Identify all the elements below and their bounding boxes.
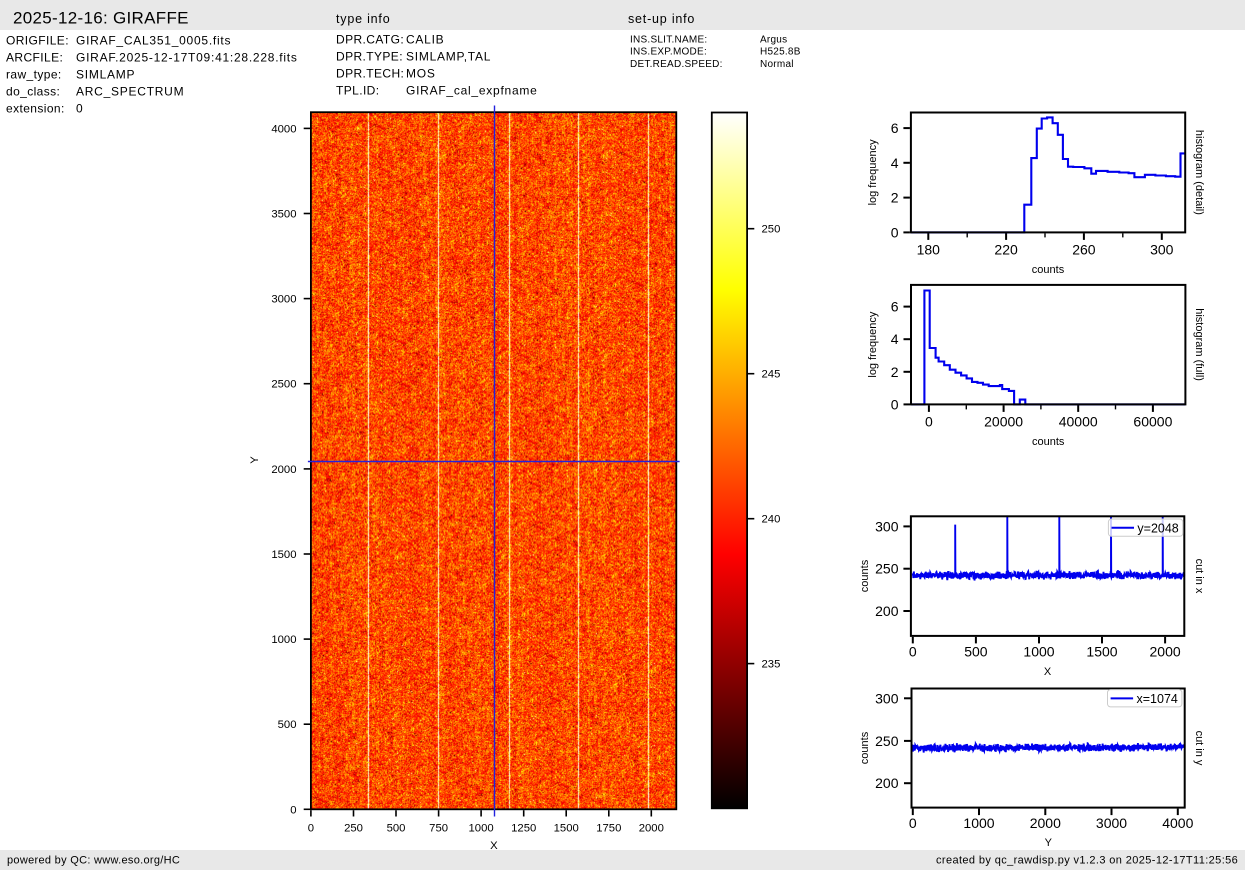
svg-text:ARCFILE:: ARCFILE: [6,50,63,64]
svg-text:4000: 4000 [271,123,296,135]
svg-text:DPR.TECH:: DPR.TECH: [336,67,404,81]
svg-text:3500: 3500 [271,209,296,221]
svg-text:Y: Y [1045,837,1053,849]
svg-text:250: 250 [344,823,363,835]
svg-text:200: 200 [875,603,899,619]
svg-text:20000: 20000 [984,414,1023,430]
svg-text:extension:: extension: [6,101,65,115]
svg-text:1000: 1000 [271,634,296,646]
svg-text:X: X [1044,666,1052,678]
svg-text:0: 0 [308,823,314,835]
svg-text:counts: counts [859,731,871,764]
svg-text:cut in y: cut in y [1193,731,1205,766]
svg-text:set-up info: set-up info [628,12,695,26]
svg-text:1000: 1000 [963,815,994,831]
svg-text:4000: 4000 [1162,815,1193,831]
svg-text:260: 260 [1072,242,1096,258]
svg-text:GIRAF_cal_expfname: GIRAF_cal_expfname [406,84,538,98]
svg-text:X: X [490,840,498,852]
svg-text:1250: 1250 [511,823,536,835]
svg-text:300: 300 [875,518,899,534]
svg-text:1000: 1000 [1023,644,1054,660]
svg-text:Normal: Normal [760,59,794,70]
svg-text:SIMLAMP: SIMLAMP [76,67,135,81]
svg-text:DPR.TYPE:: DPR.TYPE: [336,50,403,64]
svg-text:235: 235 [762,659,781,671]
svg-text:created by qc_rawdisp.py v1.2.: created by qc_rawdisp.py v1.2.3 on 2025-… [936,854,1238,866]
svg-text:2000: 2000 [1150,644,1181,660]
svg-text:60000: 60000 [1133,414,1172,430]
svg-text:type info: type info [336,12,390,26]
svg-text:1500: 1500 [554,823,579,835]
svg-text:counts: counts [859,559,871,592]
svg-text:DET.READ.SPEED:: DET.READ.SPEED: [630,59,723,70]
svg-text:1750: 1750 [596,823,621,835]
svg-text:histogram (detail): histogram (detail) [1193,130,1205,215]
svg-text:powered by QC: www.eso.org/HC: powered by QC: www.eso.org/HC [7,854,180,866]
svg-text:500: 500 [387,823,406,835]
svg-text:220: 220 [994,242,1018,258]
svg-text:histogram (full): histogram (full) [1193,308,1205,381]
svg-text:245: 245 [762,369,781,381]
svg-text:ARC_SPECTRUM: ARC_SPECTRUM [76,84,184,98]
svg-text:0: 0 [925,414,933,430]
svg-text:0: 0 [290,804,296,816]
svg-text:INS.SLIT.NAME:: INS.SLIT.NAME: [630,35,707,46]
svg-text:CALIB: CALIB [406,32,444,46]
svg-text:6: 6 [891,120,899,136]
svg-text:750: 750 [429,823,448,835]
svg-text:H525.8B: H525.8B [760,47,801,58]
svg-text:SIMLAMP,TAL: SIMLAMP,TAL [406,50,491,64]
svg-text:GIRAF_CAL351_0005.fits: GIRAF_CAL351_0005.fits [76,33,231,47]
svg-text:GIRAF.2025-12-17T09:41:28.228.: GIRAF.2025-12-17T09:41:28.228.fits [76,50,298,64]
svg-text:240: 240 [762,514,781,526]
svg-text:1500: 1500 [271,549,296,561]
svg-text:250: 250 [762,224,781,236]
svg-text:0: 0 [909,644,917,660]
svg-text:INS.EXP.MODE:: INS.EXP.MODE: [630,47,707,58]
svg-text:6: 6 [891,299,899,315]
svg-text:1500: 1500 [1086,644,1117,660]
svg-text:250: 250 [875,561,899,577]
svg-text:DPR.CATG:: DPR.CATG: [336,32,404,46]
svg-text:TPL.ID:: TPL.ID: [336,84,379,98]
svg-text:2000: 2000 [639,823,664,835]
svg-text:40000: 40000 [1059,414,1098,430]
svg-text:1000: 1000 [469,823,494,835]
svg-text:0: 0 [891,396,899,412]
svg-text:2000: 2000 [1030,815,1061,831]
svg-text:2: 2 [891,364,899,380]
svg-text:Argus: Argus [760,35,787,46]
svg-text:2: 2 [891,190,899,206]
svg-text:4: 4 [891,331,899,347]
svg-text:300: 300 [1150,242,1174,258]
svg-text:counts: counts [1032,436,1065,448]
svg-text:raw_type:: raw_type: [6,67,62,81]
svg-text:log frequency: log frequency [867,139,879,206]
svg-text:3000: 3000 [1096,815,1127,831]
svg-text:cut in x: cut in x [1193,559,1205,594]
svg-text:counts: counts [1032,264,1065,276]
svg-text:300: 300 [875,690,899,706]
svg-text:3000: 3000 [271,294,296,306]
svg-text:500: 500 [278,719,297,731]
svg-text:200: 200 [875,775,899,791]
svg-text:2500: 2500 [271,379,296,391]
svg-text:MOS: MOS [406,67,436,81]
svg-text:log frequency: log frequency [867,311,879,378]
svg-text:0: 0 [76,101,83,115]
svg-text:0: 0 [909,815,917,831]
svg-text:x=1074: x=1074 [1137,692,1178,706]
svg-text:y=2048: y=2048 [1137,521,1178,535]
svg-text:ORIGFILE:: ORIGFILE: [6,33,69,47]
svg-text:2000: 2000 [271,464,296,476]
svg-text:do_class:: do_class: [6,84,60,98]
svg-text:2025-12-16: GIRAFFE: 2025-12-16: GIRAFFE [13,8,189,27]
svg-text:250: 250 [875,733,899,749]
svg-text:Y: Y [249,456,261,464]
svg-text:180: 180 [917,242,941,258]
svg-text:4: 4 [891,155,899,171]
svg-text:500: 500 [964,644,988,660]
svg-text:0: 0 [891,224,899,240]
